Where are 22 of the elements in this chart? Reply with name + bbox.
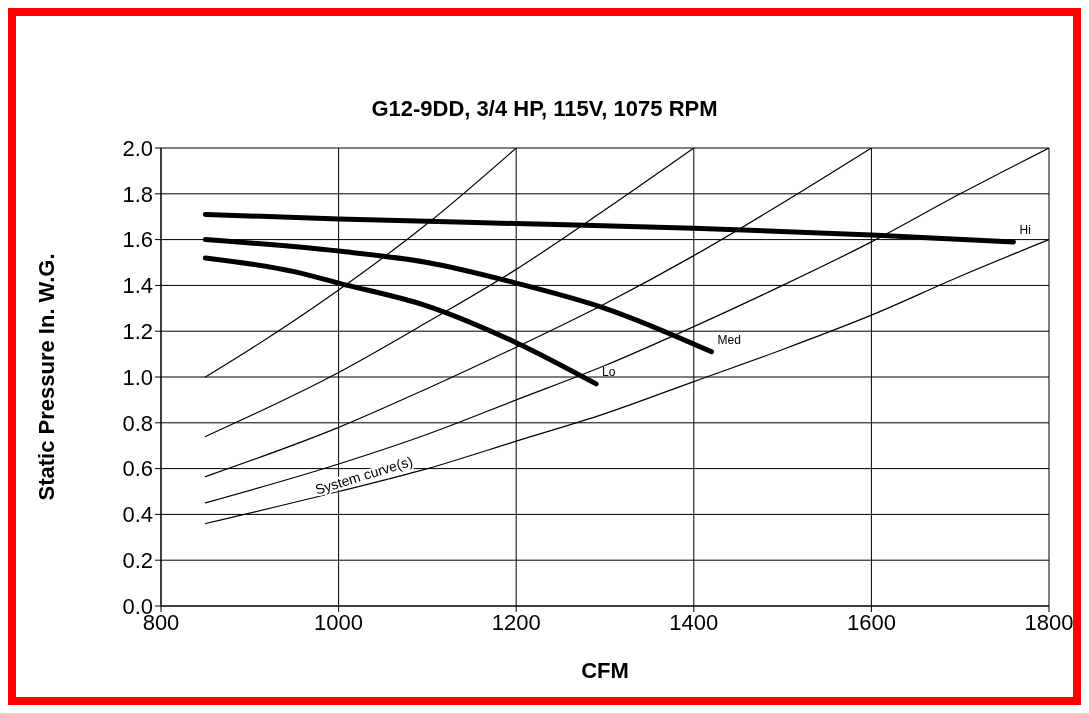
annotation: System curve(s) bbox=[313, 452, 415, 498]
x-tick-label: 1400 bbox=[669, 609, 719, 635]
y-tick-label: 1.6 bbox=[122, 227, 153, 253]
x-axis-title: CFM bbox=[581, 658, 629, 683]
series-label: Hi bbox=[1019, 222, 1031, 237]
y-tick-label: 0.4 bbox=[122, 502, 153, 528]
x-tick-label: 1200 bbox=[491, 609, 541, 635]
y-tick-label: 1.8 bbox=[122, 181, 153, 207]
y-tick-label: 2.0 bbox=[122, 135, 153, 161]
y-tick-label: 0.2 bbox=[122, 548, 153, 574]
y-tick-label: 1.0 bbox=[122, 364, 153, 390]
y-axis-title: Static Pressure In. W.G. bbox=[33, 253, 59, 501]
y-tick-label: 0.6 bbox=[122, 456, 153, 482]
x-tick-label: 1000 bbox=[314, 609, 364, 635]
y-tick-label: 1.2 bbox=[122, 319, 153, 345]
chart-title: G12-9DD, 3/4 HP, 115V, 1075 RPM bbox=[370, 96, 719, 122]
x-tick-label: 1600 bbox=[846, 609, 896, 635]
series-label: Med bbox=[717, 332, 741, 347]
series-label: Lo bbox=[602, 364, 616, 379]
y-tick-label: 0.8 bbox=[122, 410, 153, 436]
y-tick-label: 1.4 bbox=[122, 273, 153, 299]
x-tick-label: 1800 bbox=[1024, 609, 1074, 635]
